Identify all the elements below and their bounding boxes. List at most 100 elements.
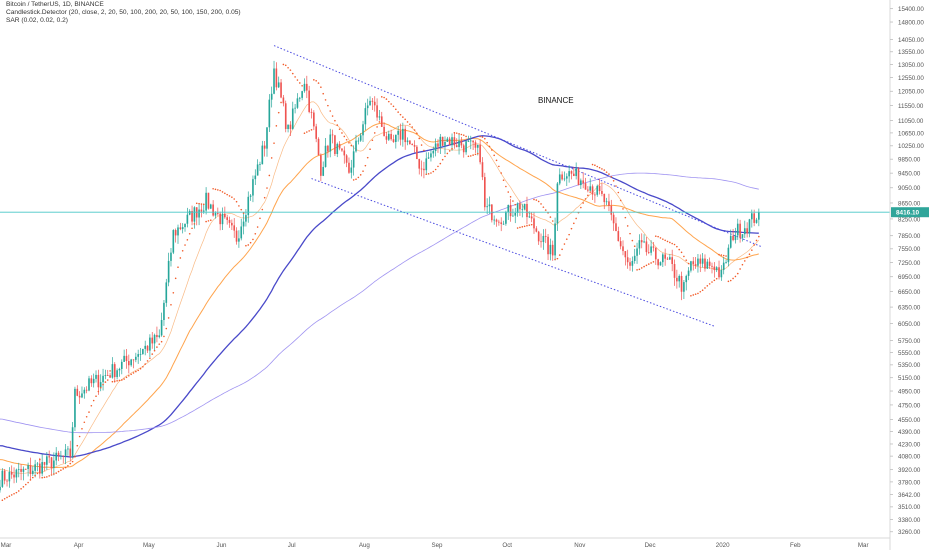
candle-body bbox=[322, 166, 325, 176]
candle-body bbox=[673, 264, 676, 278]
x-tick-label: Jul bbox=[288, 542, 296, 549]
sar-dot bbox=[387, 100, 390, 103]
candle-body bbox=[1, 470, 4, 487]
sar-dot bbox=[481, 136, 484, 138]
sar-dot bbox=[151, 353, 154, 355]
candle-body bbox=[526, 203, 528, 218]
sar-dot bbox=[352, 179, 355, 181]
sar-dot bbox=[193, 223, 196, 225]
sar-dot bbox=[535, 199, 538, 201]
candle-body bbox=[385, 136, 388, 140]
sar-dot bbox=[242, 212, 245, 214]
candle-body bbox=[619, 241, 622, 247]
candle-body bbox=[60, 455, 62, 457]
candle-body bbox=[462, 145, 465, 153]
candle-body bbox=[427, 157, 430, 159]
sar-dot bbox=[188, 232, 191, 235]
candle-body bbox=[174, 230, 177, 236]
sar-dot bbox=[163, 335, 165, 338]
candle-body bbox=[748, 219, 751, 234]
sar-dot bbox=[708, 283, 711, 285]
y-tick-label: 11050.00 bbox=[898, 118, 924, 125]
sar-dot bbox=[544, 209, 547, 211]
candle-body bbox=[132, 359, 135, 361]
candle-body bbox=[352, 151, 355, 168]
sar-dot bbox=[526, 224, 528, 227]
sar-dot bbox=[139, 367, 142, 370]
candle-body bbox=[305, 83, 308, 91]
sar-dot bbox=[758, 235, 760, 238]
sar-dot bbox=[729, 279, 732, 282]
sar-dot bbox=[277, 111, 280, 114]
sar-dot bbox=[743, 260, 746, 262]
sar-dot bbox=[409, 123, 411, 126]
sar-dot bbox=[29, 479, 32, 481]
sar-dot bbox=[343, 135, 346, 138]
candle-body bbox=[551, 244, 554, 256]
candle-body bbox=[420, 168, 423, 170]
x-tick-label: May bbox=[143, 542, 156, 549]
candle-body bbox=[568, 171, 570, 177]
sar-dot bbox=[664, 239, 666, 242]
sar-dot bbox=[701, 289, 704, 291]
sar-dot bbox=[348, 141, 350, 144]
candle-body bbox=[692, 261, 695, 265]
sar-dot bbox=[676, 245, 678, 248]
candle-body bbox=[743, 228, 746, 235]
sar-dot bbox=[598, 166, 601, 169]
candle-body bbox=[74, 388, 76, 428]
candle-body bbox=[219, 213, 221, 225]
sar-dot bbox=[338, 128, 341, 130]
sar-dot bbox=[519, 226, 521, 229]
y-tick-label: 9850.00 bbox=[898, 157, 921, 164]
candle-body bbox=[704, 258, 706, 269]
candle-body bbox=[418, 159, 421, 169]
candle-body bbox=[116, 370, 118, 378]
sar-dot bbox=[645, 264, 648, 267]
candle-body bbox=[343, 150, 346, 156]
sar-dot bbox=[200, 203, 203, 205]
sar-dot bbox=[521, 226, 524, 228]
sar-dot bbox=[671, 242, 673, 245]
y-tick-label: 5550.00 bbox=[898, 350, 921, 357]
sar-dot bbox=[584, 198, 587, 200]
sar-dot bbox=[395, 108, 397, 111]
sar-dot bbox=[551, 220, 554, 222]
candle-body bbox=[472, 140, 474, 143]
candle-body bbox=[235, 230, 238, 242]
candle-body bbox=[191, 210, 193, 222]
candle-body bbox=[62, 455, 65, 457]
y-tick-label: 3380.00 bbox=[898, 517, 921, 524]
sar-dot bbox=[697, 292, 699, 295]
sar-dot bbox=[263, 196, 266, 199]
sar-dot bbox=[484, 137, 486, 140]
sar-dot bbox=[505, 185, 507, 188]
sar-dot bbox=[170, 303, 172, 306]
sar-dot bbox=[116, 380, 118, 382]
candle-body bbox=[589, 186, 592, 191]
sar-dot bbox=[83, 421, 86, 424]
candle-body bbox=[181, 227, 184, 230]
candle-body bbox=[327, 145, 329, 152]
sar-dot bbox=[493, 154, 495, 157]
candle-body bbox=[238, 238, 240, 242]
sar-dot bbox=[706, 285, 709, 287]
y-tick-label: 6350.00 bbox=[898, 305, 921, 312]
y-tick-label: 4950.00 bbox=[898, 388, 921, 395]
candle-body bbox=[481, 162, 484, 178]
y-tick-label: 4080.00 bbox=[898, 454, 921, 461]
sar-dot bbox=[57, 470, 60, 473]
candle-body bbox=[109, 375, 111, 378]
candle-body bbox=[95, 374, 97, 379]
candle-body bbox=[626, 257, 629, 263]
sar-dot bbox=[498, 165, 500, 168]
candle-body bbox=[202, 210, 205, 212]
y-tick-label: 10250.00 bbox=[898, 143, 924, 150]
sar-dot bbox=[640, 267, 643, 269]
sar-dot bbox=[732, 277, 734, 280]
sar-dot bbox=[631, 239, 634, 242]
sar-dot bbox=[308, 130, 310, 132]
sar-dot bbox=[373, 132, 376, 134]
